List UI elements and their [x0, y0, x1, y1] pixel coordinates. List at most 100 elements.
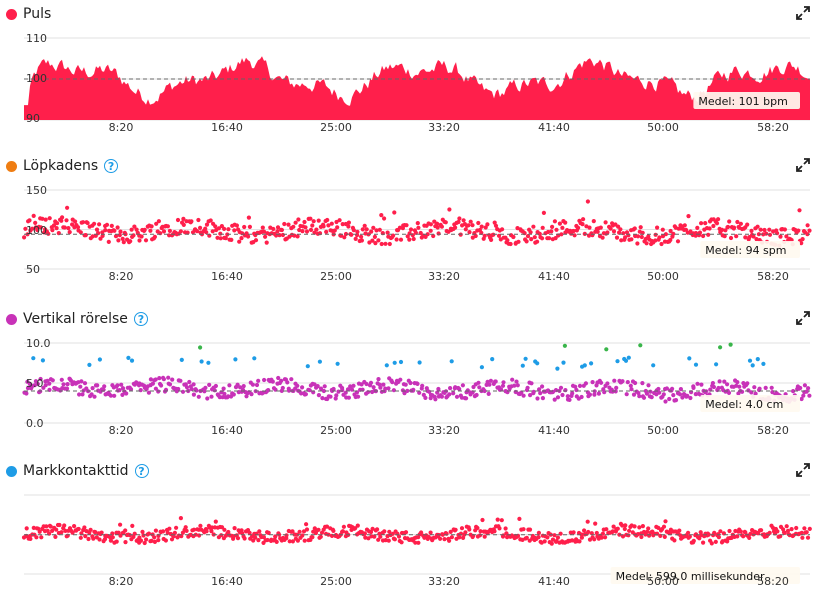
expand-icon[interactable]	[796, 6, 810, 20]
data-point	[483, 225, 488, 230]
data-point	[610, 529, 615, 534]
data-point	[563, 220, 568, 225]
data-point	[215, 235, 220, 240]
data-point	[735, 219, 740, 225]
expand-icon[interactable]	[796, 311, 810, 325]
data-point	[138, 538, 144, 543]
data-point	[89, 392, 94, 397]
data-point	[782, 530, 787, 535]
data-point	[23, 226, 28, 231]
data-point	[77, 392, 82, 397]
data-point	[663, 519, 668, 524]
data-point	[121, 240, 126, 245]
data-point	[448, 529, 453, 534]
data-point	[54, 527, 59, 532]
data-point	[329, 221, 334, 226]
data-point	[747, 535, 752, 540]
data-point	[348, 384, 353, 389]
data-point	[767, 530, 772, 535]
data-point	[552, 533, 557, 538]
data-point	[242, 224, 247, 230]
data-point	[535, 239, 540, 244]
data-point	[237, 239, 242, 244]
data-point	[233, 357, 238, 362]
data-point	[476, 380, 481, 385]
data-point	[629, 387, 634, 392]
panel-title: Löpkadens	[23, 158, 99, 174]
data-point	[331, 386, 336, 392]
data-point	[353, 526, 358, 531]
data-point	[447, 538, 452, 543]
x-tick-label: 41:40	[538, 270, 570, 283]
data-point	[73, 219, 78, 224]
expand-icon[interactable]	[796, 158, 810, 172]
data-point	[322, 384, 327, 389]
data-point	[76, 526, 81, 532]
data-point	[449, 359, 454, 364]
data-point	[285, 380, 290, 385]
data-point	[807, 526, 812, 531]
data-point	[102, 384, 107, 389]
data-point	[28, 536, 33, 541]
data-point	[555, 535, 561, 540]
data-point	[722, 379, 727, 384]
data-point	[149, 538, 154, 543]
data-point	[97, 222, 102, 227]
data-point	[379, 241, 384, 247]
data-point	[265, 537, 270, 543]
data-point	[716, 217, 721, 222]
data-point	[235, 382, 240, 387]
data-point	[126, 355, 131, 360]
expand-icon[interactable]	[796, 463, 810, 477]
data-point	[717, 379, 722, 384]
data-point	[740, 389, 745, 394]
data-point	[364, 381, 369, 387]
x-tick-label: 8:20	[109, 575, 134, 588]
data-point	[470, 223, 475, 228]
data-point	[279, 227, 284, 233]
data-point	[94, 227, 100, 232]
data-point	[735, 380, 740, 385]
data-point	[528, 393, 533, 398]
data-point	[377, 227, 382, 232]
data-point	[428, 228, 433, 233]
data-point	[25, 386, 31, 391]
data-point	[110, 535, 115, 540]
data-point	[35, 227, 40, 233]
data-point	[706, 532, 711, 537]
data-point	[209, 394, 214, 399]
data-point	[222, 391, 227, 396]
data-point	[468, 219, 473, 224]
data-point	[130, 523, 135, 528]
data-point	[35, 381, 40, 387]
data-point	[218, 231, 223, 236]
data-point	[232, 228, 237, 233]
data-point	[718, 529, 723, 534]
data-point	[677, 392, 683, 397]
help-icon[interactable]: ?	[104, 159, 119, 173]
help-icon[interactable]: ?	[134, 464, 149, 478]
data-point	[438, 536, 443, 541]
data-point	[64, 218, 69, 223]
data-point	[381, 382, 386, 387]
data-point	[227, 383, 232, 388]
data-point	[624, 392, 629, 397]
heart-rate-panel: Puls Medel: 101 bpm 110 100 90 8:20 16:40 25:0…	[0, 0, 818, 150]
data-point	[769, 385, 774, 390]
data-point	[321, 388, 326, 394]
data-point	[528, 230, 533, 235]
help-icon[interactable]: ?	[133, 312, 148, 326]
data-point	[711, 384, 717, 390]
data-point	[619, 238, 624, 243]
data-point	[166, 375, 171, 380]
data-point	[355, 229, 360, 234]
data-point	[318, 386, 324, 391]
data-point	[805, 223, 810, 228]
data-point	[663, 399, 668, 404]
panel-title: Puls	[23, 6, 52, 22]
data-point	[235, 536, 241, 541]
data-point	[497, 526, 502, 531]
data-point	[725, 224, 731, 230]
data-point	[749, 228, 754, 233]
data-point	[204, 529, 209, 534]
